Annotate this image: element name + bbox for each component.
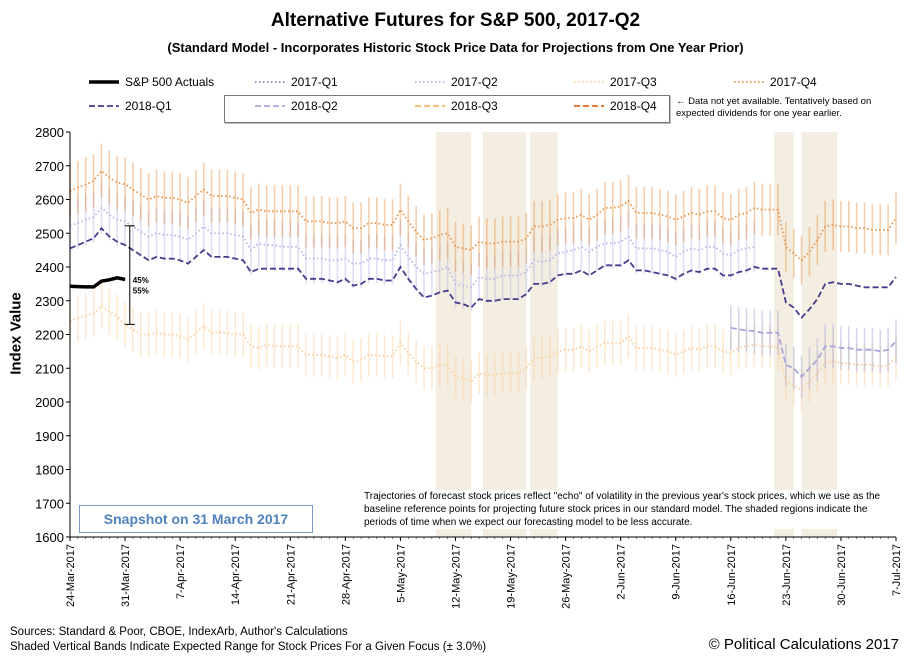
legend-swatch [734,81,764,83]
shaded-region-4 [801,132,837,537]
x-tick-label: 21-Apr-2017 [285,544,297,605]
shaded-region-3 [774,132,794,537]
legend-label: 2017-Q4 [770,75,817,89]
focus-upper-pct: 45% [133,276,149,285]
shaded-region-1 [483,132,527,537]
y-tick-label: 1800 [35,463,64,478]
y-tick-label: 2000 [35,395,64,410]
legend-label: 2018-Q1 [125,99,172,113]
x-tick-label: 5-May-2017 [395,544,407,603]
series-line-actuals [69,276,126,289]
legend-label: 2018-Q4 [610,99,657,113]
sources-block: Sources: Standard & Poor, CBOE, IndexArb… [10,625,486,655]
focus-lower-pct: 55% [133,286,149,295]
x-tick-label: 30-Jun-2017 [836,544,848,606]
series-line-2017-Q2 [69,206,755,289]
x-tick-label: 28-Apr-2017 [340,544,352,605]
copyright: © Political Calculations 2017 [708,636,899,653]
y-tick-label: 2700 [35,159,64,174]
legend-label: 2018-Q2 [291,99,338,113]
y-tick-label: 2400 [35,260,64,275]
x-tick-label: 14-Apr-2017 [230,544,242,605]
legend-swatch [415,81,445,83]
y-tick-label: 1600 [35,530,64,545]
legend-swatch [89,105,119,107]
legend-swatch [574,81,604,83]
legend-label: 2017-Q3 [610,75,657,89]
legend-label: 2017-Q1 [291,75,338,89]
legend-label: 2017-Q2 [451,75,498,89]
legend-note: ← Data not yet available. Tentatively ba… [676,96,872,119]
x-tick-label: 23-Jun-2017 [781,544,793,606]
legend-label: 2018-Q3 [451,99,498,113]
legend-highlight-box [224,95,670,123]
x-tick-label: 19-May-2017 [506,544,518,609]
legend-swatch [255,105,285,107]
y-tick-label: 2100 [35,361,64,376]
x-tick-label: 7-Jul-2017 [891,544,903,596]
legend-swatch [255,81,285,83]
series-line-2018-Q2 [730,326,897,379]
y-tick-label: 2200 [35,328,64,343]
x-tick-label: 31-Mar-2017 [120,544,132,607]
shaded-region-0 [435,132,472,537]
trajectory-annotation: Trajectories of forecast stock prices re… [364,490,884,529]
sources-line: Sources: Standard & Poor, CBOE, IndexArb… [10,626,348,638]
y-tick-label: 2500 [35,226,64,241]
series-line-2017-Q4 [69,169,897,262]
y-tick-label: 1700 [35,496,64,511]
chart-subtitle: (Standard Model - Incorporates Historic … [167,40,744,55]
x-tick-label: 24-Mar-2017 [65,544,77,607]
shaded-region-2 [530,132,558,537]
x-tick-label: 26-May-2017 [561,544,573,609]
legend-label: S&P 500 Actuals [125,75,215,89]
y-tick-label: 2600 [35,193,64,208]
snapshot-badge: Snapshot on 31 March 2017 [79,505,313,533]
bands-note-line: Shaded Vertical Bands Indicate Expected … [10,641,487,653]
x-tick-label: 12-May-2017 [450,544,462,609]
x-tick-label: 9-Jun-2017 [671,544,683,600]
legend-swatch [89,80,119,84]
x-tick-label: 7-Apr-2017 [175,544,187,599]
legend-swatch [574,105,604,107]
y-tick-label: 1900 [35,429,64,444]
y-tick-label: 2300 [35,294,64,309]
x-tick-label: 16-Jun-2017 [726,544,738,606]
legend-swatch [415,105,445,107]
y-tick-label: 2800 [35,125,64,140]
series-line-2018-Q1 [69,226,897,319]
chart-title: Alternative Futures for S&P 500, 2017-Q2 [270,10,641,31]
y-axis-label: Index Value [7,292,25,375]
x-tick-label: 2-Jun-2017 [616,544,628,600]
